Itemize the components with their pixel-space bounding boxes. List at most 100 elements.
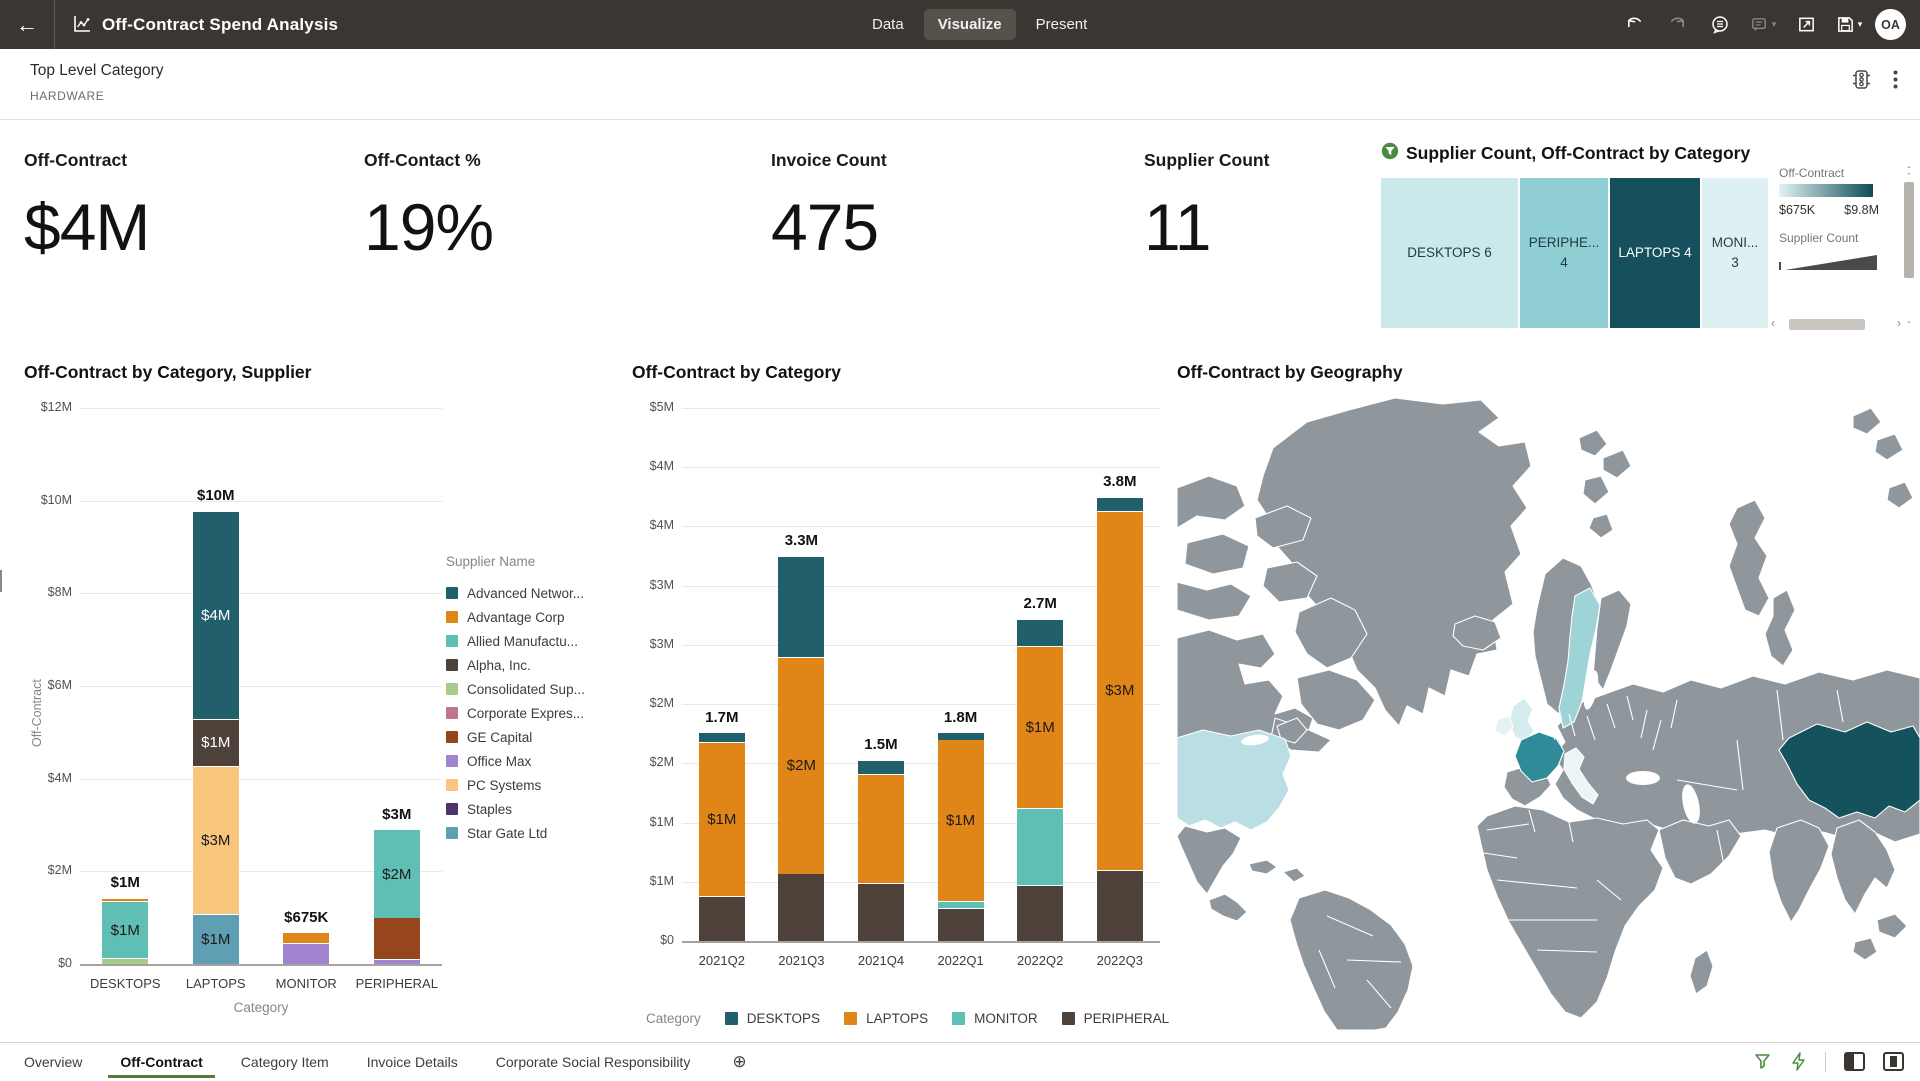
- treemap-tile[interactable]: MONI... 3: [1702, 178, 1768, 328]
- scrollbar-thumb[interactable]: [1904, 182, 1914, 278]
- legend-item[interactable]: PC Systems: [446, 773, 585, 797]
- bar-segment[interactable]: $1M: [698, 742, 745, 896]
- limit-values-icon[interactable]: [1852, 69, 1871, 90]
- legend-item[interactable]: Staples: [446, 797, 585, 821]
- map-off-contract-by-geography[interactable]: [1177, 360, 1920, 1030]
- bar-segment[interactable]: [778, 556, 825, 657]
- bar-segment[interactable]: [102, 899, 149, 902]
- map-franz-josef[interactable]: [1886, 481, 1914, 509]
- legend-item[interactable]: Corporate Expres...: [446, 701, 585, 725]
- bar-segment[interactable]: $1M: [192, 720, 239, 766]
- map-franz-josef[interactable]: [1852, 407, 1882, 435]
- map-canada-east[interactable]: [1296, 669, 1376, 731]
- map-arctic-island[interactable]: [1262, 561, 1318, 603]
- collapsed-panel-handle[interactable]: [0, 570, 2, 592]
- bar-segment[interactable]: [1017, 809, 1064, 886]
- canvas-tab-csr[interactable]: Corporate Social Responsibility: [495, 1053, 691, 1070]
- treemap-tile[interactable]: PERIPHE... 4: [1520, 178, 1608, 328]
- filter-value[interactable]: HARDWARE: [30, 89, 105, 103]
- map-france[interactable]: [1514, 731, 1565, 783]
- bar-segment[interactable]: [283, 943, 330, 964]
- filter-label[interactable]: Top Level Category: [30, 62, 164, 79]
- bar-segment[interactable]: $1M: [937, 740, 984, 901]
- map-united-states[interactable]: [1177, 729, 1292, 831]
- canvas-tab-overview[interactable]: Overview: [24, 1053, 83, 1070]
- bar-segment[interactable]: [283, 933, 330, 944]
- map-arctic-island[interactable]: [1177, 581, 1252, 621]
- map-caribbean[interactable]: [1248, 859, 1278, 875]
- bar-segment[interactable]: [1017, 619, 1064, 647]
- map-novaya-zemlya[interactable]: [1728, 499, 1770, 617]
- map-ireland[interactable]: [1494, 715, 1514, 737]
- bar-segment[interactable]: $3M: [192, 766, 239, 914]
- map-madagascar[interactable]: [1689, 949, 1714, 995]
- map-svalbard[interactable]: [1602, 449, 1632, 479]
- redo-icon[interactable]: [1660, 8, 1694, 42]
- bar-segment[interactable]: $1M: [192, 914, 239, 964]
- filter-bar-toggle-icon[interactable]: [1753, 1052, 1772, 1071]
- bar-segment[interactable]: [1017, 886, 1064, 941]
- bar-segment[interactable]: [858, 760, 904, 774]
- bar-segment[interactable]: [937, 908, 984, 941]
- map-india[interactable]: [1768, 819, 1830, 923]
- bar-segment[interactable]: $1M: [1017, 646, 1064, 809]
- tab-visualize[interactable]: Visualize: [923, 9, 1016, 40]
- bar-segment[interactable]: [937, 901, 984, 908]
- treemap-tile[interactable]: LAPTOPS 4: [1610, 178, 1700, 328]
- open-window-icon[interactable]: [1789, 8, 1823, 42]
- scroll-down-icon[interactable]: ˇ: [1907, 321, 1911, 332]
- scrollbar-thumb[interactable]: [1789, 319, 1865, 330]
- bar-segment[interactable]: [698, 733, 745, 743]
- map-mexico[interactable]: [1177, 825, 1242, 895]
- bar-segment[interactable]: [698, 896, 745, 941]
- save-caret-icon[interactable]: ▾: [1857, 19, 1863, 29]
- bar-segment[interactable]: $2M: [373, 830, 420, 918]
- canvas-tab-category-item[interactable]: Category Item: [240, 1053, 329, 1070]
- map-china[interactable]: [1778, 721, 1920, 819]
- map-svalbard[interactable]: [1588, 513, 1614, 539]
- canvas-tab-invoice-details[interactable]: Invoice Details: [366, 1053, 458, 1070]
- map-south-america[interactable]: [1289, 889, 1414, 1030]
- kpi-off-contact-pct[interactable]: Off-Contact % 19%: [364, 150, 494, 265]
- map-caribbean[interactable]: [1282, 867, 1306, 883]
- legend-item[interactable]: Star Gate Ltd: [446, 821, 585, 845]
- bar-segment[interactable]: $1M: [102, 902, 149, 958]
- map-italy[interactable]: [1563, 747, 1599, 805]
- map-arctic-island[interactable]: [1177, 475, 1246, 529]
- save-icon[interactable]: ▾: [1832, 8, 1866, 42]
- bar-segment[interactable]: [102, 958, 149, 964]
- map-novaya-zemlya[interactable]: [1764, 589, 1796, 667]
- map-iceland[interactable]: [1452, 615, 1502, 651]
- bar-segment[interactable]: $4M: [192, 511, 239, 720]
- comments-icon[interactable]: ▾: [1746, 8, 1780, 42]
- bar-segment[interactable]: [778, 874, 825, 941]
- treemap-horizontal-scrollbar[interactable]: ‹ ›: [1771, 316, 1901, 332]
- scroll-left-icon[interactable]: ‹: [1771, 316, 1775, 330]
- map-svalbard[interactable]: [1578, 429, 1608, 457]
- map-svalbard[interactable]: [1582, 475, 1610, 505]
- bar-segment[interactable]: [858, 883, 904, 941]
- kpi-supplier-count[interactable]: Supplier Count 11: [1144, 150, 1269, 265]
- treemap-tile[interactable]: DESKTOPS 6: [1381, 178, 1518, 328]
- left-panel-toggle-icon[interactable]: [1844, 1052, 1865, 1071]
- map-central-america[interactable]: [1208, 893, 1248, 922]
- avatar[interactable]: OA: [1875, 9, 1906, 40]
- legend-item[interactable]: Allied Manufactu...: [446, 629, 585, 653]
- auto-insights-icon[interactable]: [1790, 1052, 1807, 1071]
- undo-icon[interactable]: [1617, 8, 1651, 42]
- legend-item[interactable]: LAPTOPS: [844, 1006, 928, 1030]
- legend-item[interactable]: Advantage Corp: [446, 605, 585, 629]
- legend-item[interactable]: Office Max: [446, 749, 585, 773]
- legend-item[interactable]: PERIPHERAL: [1061, 1006, 1169, 1030]
- kebab-menu-icon[interactable]: [1893, 70, 1898, 89]
- map-arabia[interactable]: [1658, 819, 1742, 885]
- kpi-invoice-count[interactable]: Invoice Count 475: [771, 150, 887, 265]
- map-finland[interactable]: [1592, 589, 1632, 691]
- map-island[interactable]: [1852, 937, 1878, 961]
- map-southeast-asia[interactable]: [1830, 819, 1896, 915]
- bar-segment[interactable]: [1096, 497, 1143, 512]
- legend-item[interactable]: Alpha, Inc.: [446, 653, 585, 677]
- legend-item[interactable]: DESKTOPS: [724, 1006, 820, 1030]
- insights-icon[interactable]: [1703, 8, 1737, 42]
- scroll-right-icon[interactable]: ›: [1897, 316, 1901, 330]
